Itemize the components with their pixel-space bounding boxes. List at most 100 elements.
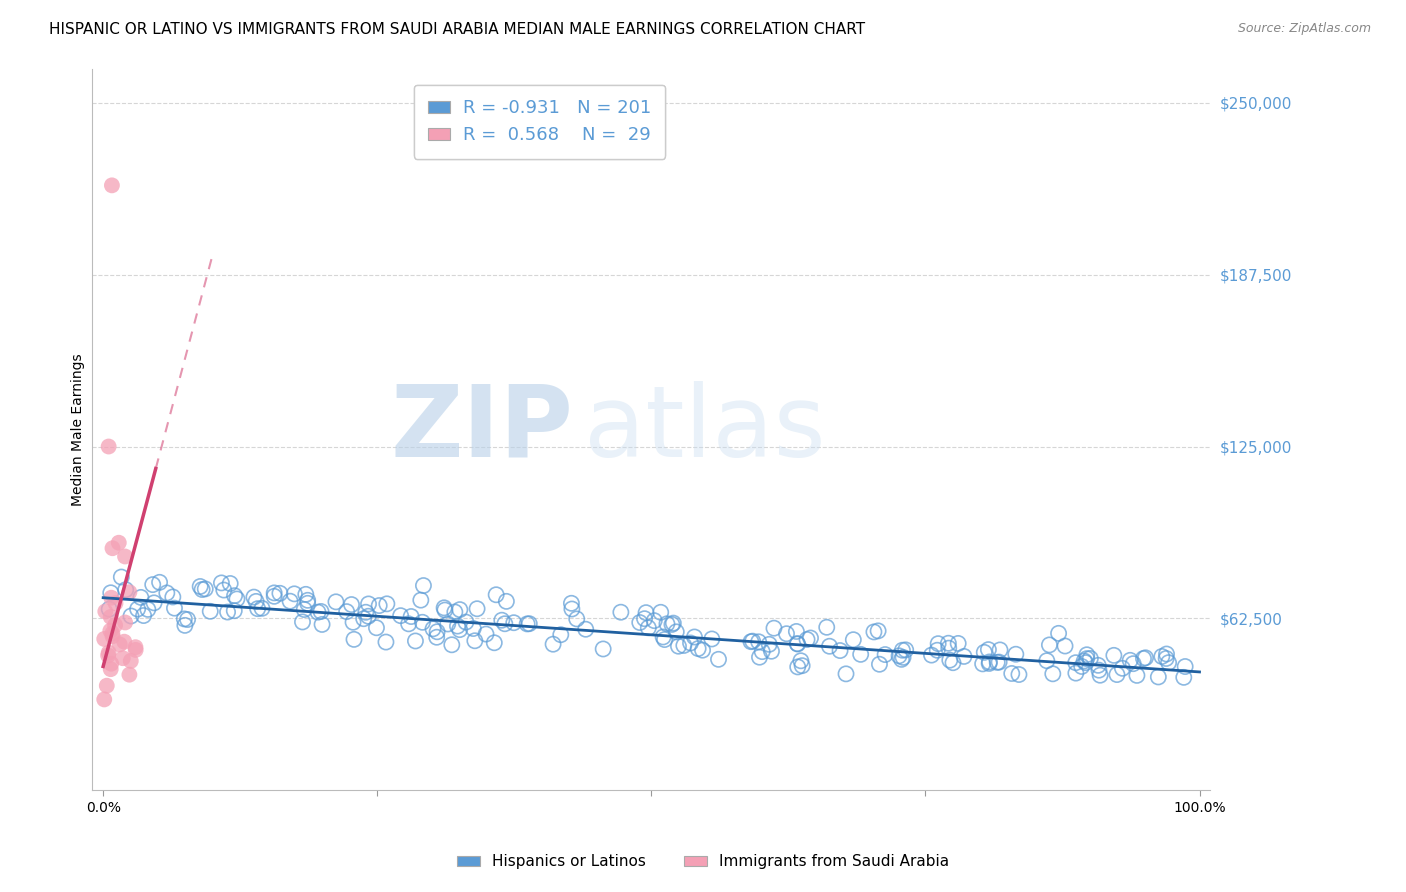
Point xyxy=(927,637,949,651)
Text: ZIP: ZIP xyxy=(391,381,574,478)
Point xyxy=(404,634,426,648)
Point xyxy=(668,639,690,653)
Point xyxy=(565,612,588,626)
Point xyxy=(633,612,655,626)
Point xyxy=(891,643,914,657)
Point xyxy=(652,630,675,644)
Text: atlas: atlas xyxy=(585,381,825,478)
Point xyxy=(634,606,657,620)
Point xyxy=(142,577,165,591)
Point xyxy=(411,615,433,630)
Point xyxy=(353,612,375,626)
Point xyxy=(495,594,517,608)
Point xyxy=(250,601,273,615)
Point xyxy=(1126,668,1149,682)
Point xyxy=(1053,639,1076,653)
Point xyxy=(173,612,195,626)
Point xyxy=(707,652,730,666)
Point xyxy=(114,549,136,564)
Point xyxy=(224,589,246,603)
Point xyxy=(799,631,821,645)
Point xyxy=(655,616,678,631)
Point xyxy=(485,588,508,602)
Point xyxy=(399,609,422,624)
Point xyxy=(650,605,672,619)
Point xyxy=(751,645,773,659)
Point xyxy=(97,648,120,663)
Point xyxy=(224,604,246,618)
Point xyxy=(502,615,524,630)
Point xyxy=(792,658,814,673)
Point xyxy=(1102,648,1125,663)
Legend: Hispanics or Latinos, Immigrants from Saudi Arabia: Hispanics or Latinos, Immigrants from Sa… xyxy=(451,848,955,875)
Point xyxy=(245,594,267,608)
Point xyxy=(1042,666,1064,681)
Point xyxy=(972,657,994,671)
Point xyxy=(1147,670,1170,684)
Point xyxy=(94,604,117,618)
Point xyxy=(1076,651,1098,665)
Point xyxy=(758,637,780,651)
Point xyxy=(110,570,132,584)
Point xyxy=(98,602,121,616)
Point xyxy=(297,596,319,610)
Point xyxy=(114,582,136,597)
Point xyxy=(938,636,960,650)
Point xyxy=(97,440,120,454)
Point xyxy=(426,630,449,644)
Point xyxy=(101,541,124,556)
Point xyxy=(101,629,124,643)
Point xyxy=(786,637,808,651)
Point xyxy=(120,609,142,624)
Point xyxy=(1173,670,1195,684)
Point xyxy=(200,604,222,618)
Point xyxy=(1064,666,1087,681)
Point xyxy=(246,601,269,615)
Point xyxy=(1088,663,1111,677)
Point xyxy=(1119,653,1142,667)
Point xyxy=(1111,661,1133,675)
Point xyxy=(661,617,683,632)
Point xyxy=(440,638,463,652)
Point xyxy=(309,605,332,619)
Point xyxy=(1070,659,1092,673)
Point xyxy=(1076,648,1098,662)
Point xyxy=(366,621,388,635)
Point xyxy=(828,643,851,657)
Point xyxy=(464,633,486,648)
Point xyxy=(1135,650,1157,665)
Point xyxy=(100,591,122,605)
Point xyxy=(342,615,364,630)
Point xyxy=(927,643,949,657)
Point xyxy=(98,624,121,638)
Point xyxy=(127,602,149,616)
Point xyxy=(107,535,129,549)
Point xyxy=(592,642,614,657)
Point xyxy=(446,619,468,633)
Point xyxy=(336,605,359,619)
Point xyxy=(156,586,179,600)
Point xyxy=(942,656,965,670)
Point xyxy=(835,666,858,681)
Point xyxy=(191,582,214,597)
Text: Source: ZipAtlas.com: Source: ZipAtlas.com xyxy=(1237,22,1371,36)
Point xyxy=(143,596,166,610)
Point xyxy=(1004,647,1026,661)
Point xyxy=(291,615,314,629)
Point xyxy=(977,642,1000,657)
Point xyxy=(219,576,242,591)
Point xyxy=(325,595,347,609)
Point xyxy=(740,634,762,648)
Point xyxy=(610,605,633,619)
Point xyxy=(108,637,131,651)
Point xyxy=(422,622,444,636)
Point xyxy=(679,636,702,650)
Point xyxy=(849,648,872,662)
Point xyxy=(662,616,685,631)
Point xyxy=(516,616,538,631)
Y-axis label: Median Male Earnings: Median Male Earnings xyxy=(72,353,86,506)
Point xyxy=(1073,654,1095,668)
Point xyxy=(297,593,319,607)
Point xyxy=(343,632,366,647)
Point xyxy=(217,605,239,619)
